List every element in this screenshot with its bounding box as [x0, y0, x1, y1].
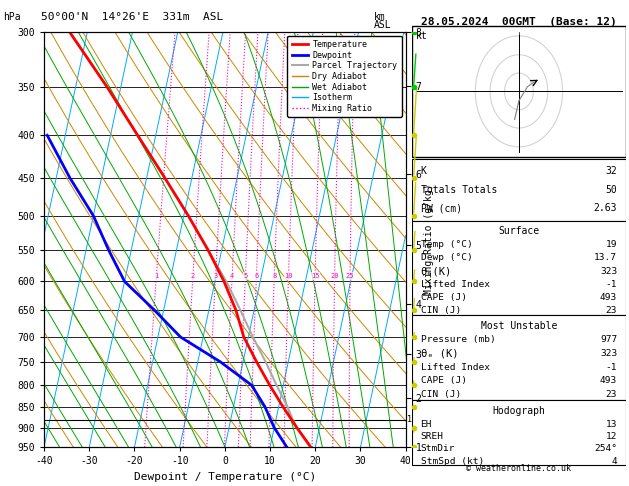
Text: 23: 23 [606, 306, 617, 315]
Text: 1: 1 [154, 273, 159, 279]
Text: 493: 493 [600, 293, 617, 302]
Text: 8: 8 [272, 273, 276, 279]
X-axis label: Dewpoint / Temperature (°C): Dewpoint / Temperature (°C) [134, 472, 316, 482]
Text: 4: 4 [230, 273, 234, 279]
Bar [412, 221, 626, 315]
Y-axis label: Mixing Ratio (g/kg): Mixing Ratio (g/kg) [424, 184, 434, 295]
Text: ASL: ASL [374, 20, 392, 31]
Bar [412, 159, 626, 221]
Text: © weatheronline.co.uk: © weatheronline.co.uk [467, 464, 571, 472]
Text: 977: 977 [600, 335, 617, 344]
Text: -1: -1 [606, 363, 617, 372]
Text: StmDir: StmDir [421, 444, 455, 453]
Bar [412, 400, 626, 465]
Text: 19: 19 [606, 240, 617, 249]
Text: 50: 50 [606, 185, 617, 195]
Text: Lifted Index: Lifted Index [421, 363, 489, 372]
Text: 20: 20 [330, 273, 339, 279]
Text: Lifted Index: Lifted Index [421, 280, 489, 289]
Text: 23: 23 [606, 390, 617, 399]
Legend: Temperature, Dewpoint, Parcel Trajectory, Dry Adiabot, Wet Adiabot, Isotherm, Mi: Temperature, Dewpoint, Parcel Trajectory… [287, 36, 401, 117]
Text: Dewp (°C): Dewp (°C) [421, 253, 472, 262]
Text: CIN (J): CIN (J) [421, 306, 461, 315]
Text: -1: -1 [606, 280, 617, 289]
Text: PW (cm): PW (cm) [421, 203, 462, 213]
Text: hPa: hPa [3, 12, 21, 22]
Text: 32: 32 [606, 166, 617, 176]
Text: 4: 4 [611, 457, 617, 466]
Text: K: K [421, 166, 426, 176]
Text: 493: 493 [600, 376, 617, 385]
Text: CAPE (J): CAPE (J) [421, 293, 467, 302]
Text: Pressure (mb): Pressure (mb) [421, 335, 495, 344]
Text: 15: 15 [311, 273, 320, 279]
Text: Temp (°C): Temp (°C) [421, 240, 472, 249]
Text: 50°00'N  14°26'E  331m  ASL: 50°00'N 14°26'E 331m ASL [41, 12, 223, 22]
Text: 1LCL: 1LCL [406, 415, 426, 424]
Text: 6: 6 [254, 273, 259, 279]
Text: 12: 12 [606, 432, 617, 441]
Text: Totals Totals: Totals Totals [421, 185, 497, 195]
Text: 10: 10 [284, 273, 292, 279]
Text: 254°: 254° [594, 444, 617, 453]
Text: 25: 25 [346, 273, 354, 279]
Text: 28.05.2024  00GMT  (Base: 12): 28.05.2024 00GMT (Base: 12) [421, 17, 617, 27]
Text: 2.63: 2.63 [594, 203, 617, 213]
Text: Most Unstable: Most Unstable [481, 321, 557, 331]
Text: 323: 323 [600, 266, 617, 276]
Text: Surface: Surface [498, 226, 540, 236]
Text: km: km [374, 12, 386, 22]
Text: 5: 5 [243, 273, 248, 279]
Text: Hodograph: Hodograph [493, 406, 545, 416]
Text: 2: 2 [191, 273, 195, 279]
Text: θₑ (K): θₑ (K) [421, 349, 458, 359]
Bar [412, 315, 626, 400]
Text: 3: 3 [213, 273, 218, 279]
Text: CAPE (J): CAPE (J) [421, 376, 467, 385]
Text: 13.7: 13.7 [594, 253, 617, 262]
Text: kt: kt [416, 31, 428, 41]
Text: 323: 323 [600, 349, 617, 358]
Text: CIN (J): CIN (J) [421, 390, 461, 399]
Text: StmSpd (kt): StmSpd (kt) [421, 457, 484, 466]
Text: EH: EH [421, 420, 432, 429]
Bar [412, 26, 626, 156]
Text: θₑ(K): θₑ(K) [421, 266, 452, 277]
Text: 13: 13 [606, 420, 617, 429]
Text: SREH: SREH [421, 432, 443, 441]
